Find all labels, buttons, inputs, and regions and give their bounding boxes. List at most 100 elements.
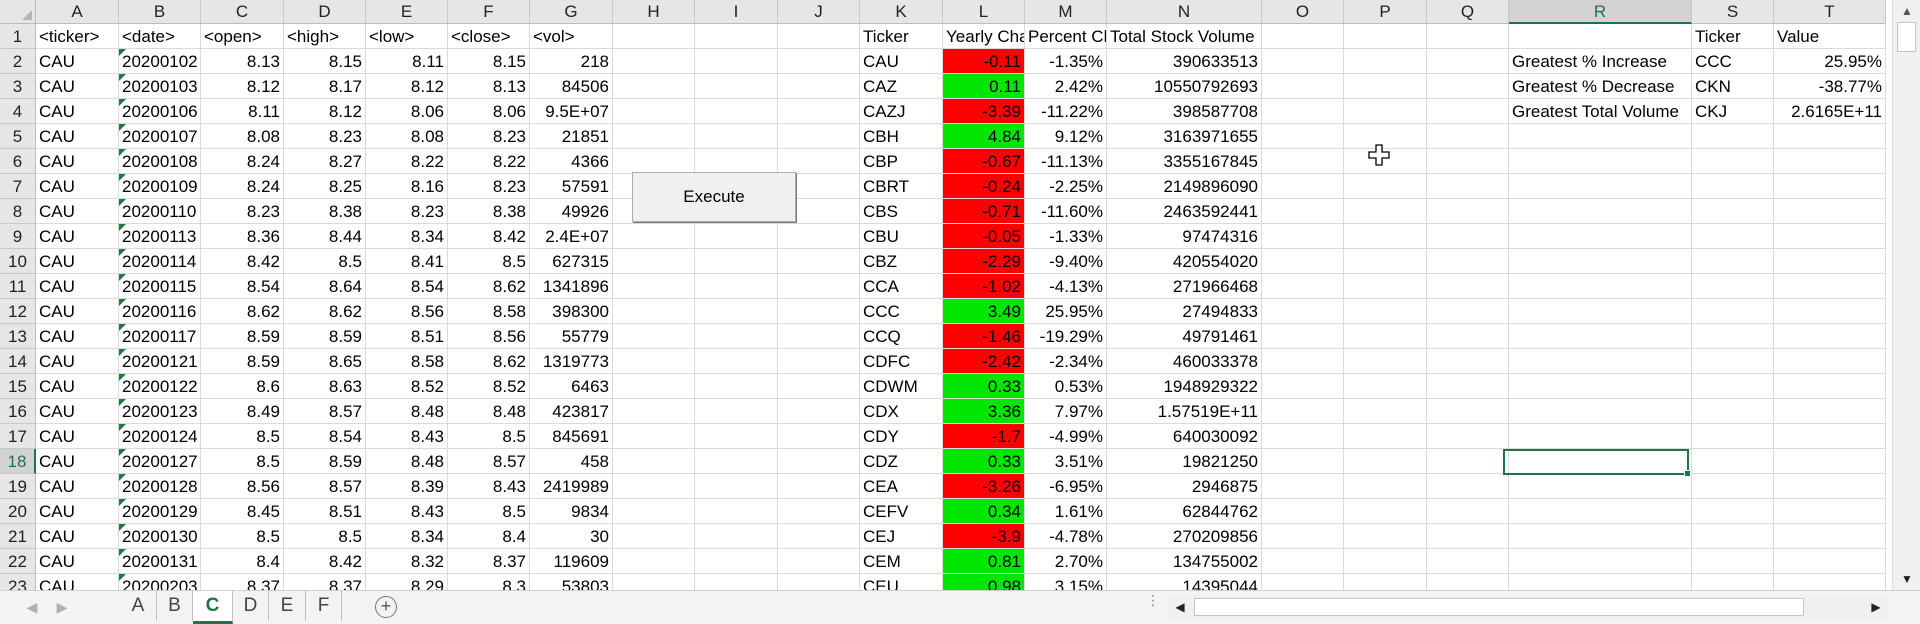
raw-data-cell[interactable]: CAU (36, 549, 119, 574)
row-header-8[interactable]: 8 (0, 199, 36, 224)
grid-cell[interactable] (1427, 574, 1509, 590)
grid-cell[interactable] (1427, 99, 1509, 124)
grid-cell[interactable] (1262, 24, 1344, 49)
summary-data-cell[interactable]: 49791461 (1107, 324, 1262, 349)
raw-data-cell[interactable]: 9834 (530, 499, 613, 524)
grid-cell[interactable] (778, 149, 860, 174)
column-header-r[interactable]: R (1509, 0, 1692, 24)
raw-header-cell[interactable]: <high> (284, 24, 366, 49)
yearly-change-cell[interactable]: -0.71 (943, 199, 1025, 224)
summary-data-cell[interactable]: 27494833 (1107, 299, 1262, 324)
summary-data-cell[interactable]: 62844762 (1107, 499, 1262, 524)
grid-cell[interactable] (1262, 124, 1344, 149)
summary-data-cell[interactable]: 460033378 (1107, 349, 1262, 374)
raw-data-cell[interactable]: 8.57 (448, 449, 530, 474)
raw-data-cell[interactable]: CAU (36, 374, 119, 399)
yearly-change-cell[interactable]: 0.11 (943, 74, 1025, 99)
grid-cell[interactable] (695, 499, 778, 524)
raw-data-cell[interactable]: 8.48 (366, 399, 448, 424)
grid-cell[interactable] (1509, 124, 1692, 149)
grid-cell[interactable] (695, 449, 778, 474)
grid-cell[interactable] (1427, 499, 1509, 524)
row-header-6[interactable]: 6 (0, 149, 36, 174)
summary-data-cell[interactable]: -11.60% (1025, 199, 1107, 224)
grid-cell[interactable] (778, 249, 860, 274)
raw-data-cell[interactable]: 8.51 (366, 324, 448, 349)
raw-data-cell[interactable]: 8.64 (284, 274, 366, 299)
row-header-14[interactable]: 14 (0, 349, 36, 374)
raw-data-cell[interactable]: CAU (36, 249, 119, 274)
raw-data-cell[interactable]: 20200107 (119, 124, 201, 149)
raw-data-cell[interactable]: 20200117 (119, 324, 201, 349)
raw-data-cell[interactable]: 8.5 (448, 499, 530, 524)
row-header-17[interactable]: 17 (0, 424, 36, 449)
raw-data-cell[interactable]: 8.51 (284, 499, 366, 524)
scroll-right-icon[interactable]: ▶ (1871, 600, 1881, 614)
summary-data-cell[interactable]: CAZJ (860, 99, 943, 124)
summary-data-cell[interactable]: 97474316 (1107, 224, 1262, 249)
grid-cell[interactable] (1692, 399, 1774, 424)
grid-cell[interactable] (1692, 424, 1774, 449)
raw-data-cell[interactable]: 8.36 (201, 224, 284, 249)
summary-data-cell[interactable]: CBP (860, 149, 943, 174)
grid-cell[interactable] (1344, 199, 1427, 224)
grid-cell[interactable] (1344, 249, 1427, 274)
grid-cell[interactable] (695, 74, 778, 99)
grid-cell[interactable] (1692, 199, 1774, 224)
execute-button[interactable]: Execute (632, 172, 796, 222)
summary-data-cell[interactable]: CEM (860, 549, 943, 574)
summary-data-cell[interactable]: CEA (860, 474, 943, 499)
grid-cell[interactable] (613, 74, 695, 99)
raw-data-cell[interactable]: 8.11 (201, 99, 284, 124)
raw-data-cell[interactable]: 20200203 (119, 574, 201, 590)
grid-cell[interactable] (1692, 124, 1774, 149)
grid-cell[interactable] (1262, 249, 1344, 274)
row-header-19[interactable]: 19 (0, 474, 36, 499)
grid-cell[interactable] (1427, 49, 1509, 74)
raw-data-cell[interactable]: 8.5 (284, 524, 366, 549)
raw-data-cell[interactable]: CAU (36, 299, 119, 324)
grid-cell[interactable] (1262, 574, 1344, 590)
raw-data-cell[interactable]: 627315 (530, 249, 613, 274)
grid-cell[interactable] (1774, 449, 1886, 474)
raw-header-cell[interactable]: <open> (201, 24, 284, 49)
grid-cell[interactable] (1692, 524, 1774, 549)
yearly-change-cell[interactable]: -3.39 (943, 99, 1025, 124)
grid-cell[interactable] (1344, 349, 1427, 374)
grid-cell[interactable] (778, 124, 860, 149)
grid-cell[interactable] (1509, 274, 1692, 299)
grid-cell[interactable] (695, 549, 778, 574)
summary-data-cell[interactable]: 3355167845 (1107, 149, 1262, 174)
grid-cell[interactable] (1427, 249, 1509, 274)
summary-data-cell[interactable]: 10550792693 (1107, 74, 1262, 99)
raw-data-cell[interactable]: 8.4 (448, 524, 530, 549)
raw-data-cell[interactable]: 20200127 (119, 449, 201, 474)
column-header-q[interactable]: Q (1427, 0, 1509, 24)
raw-data-cell[interactable]: 8.59 (201, 324, 284, 349)
grid-cell[interactable] (1344, 549, 1427, 574)
row-header-21[interactable]: 21 (0, 524, 36, 549)
grid-cell[interactable] (613, 249, 695, 274)
raw-data-cell[interactable]: 8.12 (284, 99, 366, 124)
raw-data-cell[interactable]: 20200116 (119, 299, 201, 324)
summary-data-cell[interactable]: CBS (860, 199, 943, 224)
raw-data-cell[interactable]: 8.56 (448, 324, 530, 349)
grid-cell[interactable] (1774, 474, 1886, 499)
raw-data-cell[interactable]: CAU (36, 474, 119, 499)
grid-cell[interactable] (1509, 299, 1692, 324)
grid-cell[interactable] (1344, 149, 1427, 174)
grid-cell[interactable] (1344, 399, 1427, 424)
raw-data-cell[interactable]: 20200103 (119, 74, 201, 99)
summary-data-cell[interactable]: -11.22% (1025, 99, 1107, 124)
raw-data-cell[interactable]: 8.08 (201, 124, 284, 149)
raw-data-cell[interactable]: 8.16 (366, 174, 448, 199)
grid-cell[interactable] (1262, 49, 1344, 74)
tab-sheet-c[interactable]: C (193, 591, 233, 624)
grid-cell[interactable] (613, 49, 695, 74)
grid-cell[interactable] (1774, 524, 1886, 549)
yearly-change-cell[interactable]: -3.26 (943, 474, 1025, 499)
grid-cell[interactable] (1774, 199, 1886, 224)
grid-cell[interactable] (1262, 524, 1344, 549)
raw-data-cell[interactable]: 49926 (530, 199, 613, 224)
summary-data-cell[interactable]: -4.99% (1025, 424, 1107, 449)
